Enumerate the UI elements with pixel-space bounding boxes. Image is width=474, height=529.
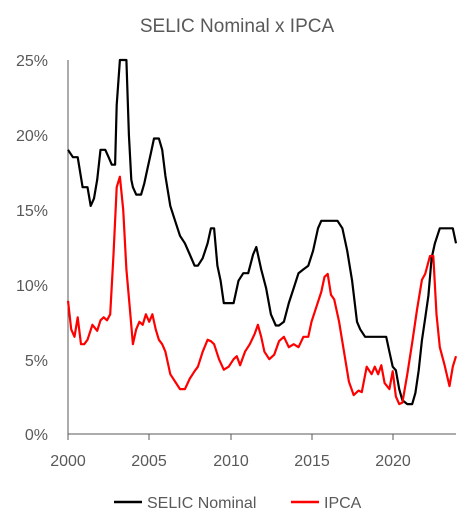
x-tick-label: 2015 [294, 453, 330, 470]
chart-title: SELIC Nominal x IPCA [140, 16, 335, 37]
series-line-selic-nominal [67, 58, 458, 406]
y-tick-label: 0% [25, 427, 48, 444]
legend-label-selic-nominal: SELIC Nominal [147, 495, 256, 512]
y-tick-label: 25% [16, 53, 48, 70]
legend: SELIC Nominal IPCA [114, 495, 362, 512]
x-tick-label: 2005 [131, 453, 167, 470]
plot-area [66, 58, 458, 406]
legend-label-ipca: IPCA [324, 495, 362, 512]
y-tick-label: 15% [16, 203, 48, 220]
y-tick-label: 10% [16, 278, 48, 295]
x-tick-labels: 2000 2005 2010 2015 2020 [50, 453, 411, 470]
y-tick-label: 5% [25, 353, 48, 370]
x-tick-label: 2000 [50, 453, 86, 470]
x-tick-label: 2020 [375, 453, 411, 470]
x-axis [67, 60, 456, 440]
y-tick-labels: 0% 5% 10% 15% 20% 25% [16, 53, 48, 444]
y-tick-label: 20% [16, 128, 48, 145]
series-line-ipca [66, 175, 458, 406]
x-tick-label: 2010 [213, 453, 249, 470]
